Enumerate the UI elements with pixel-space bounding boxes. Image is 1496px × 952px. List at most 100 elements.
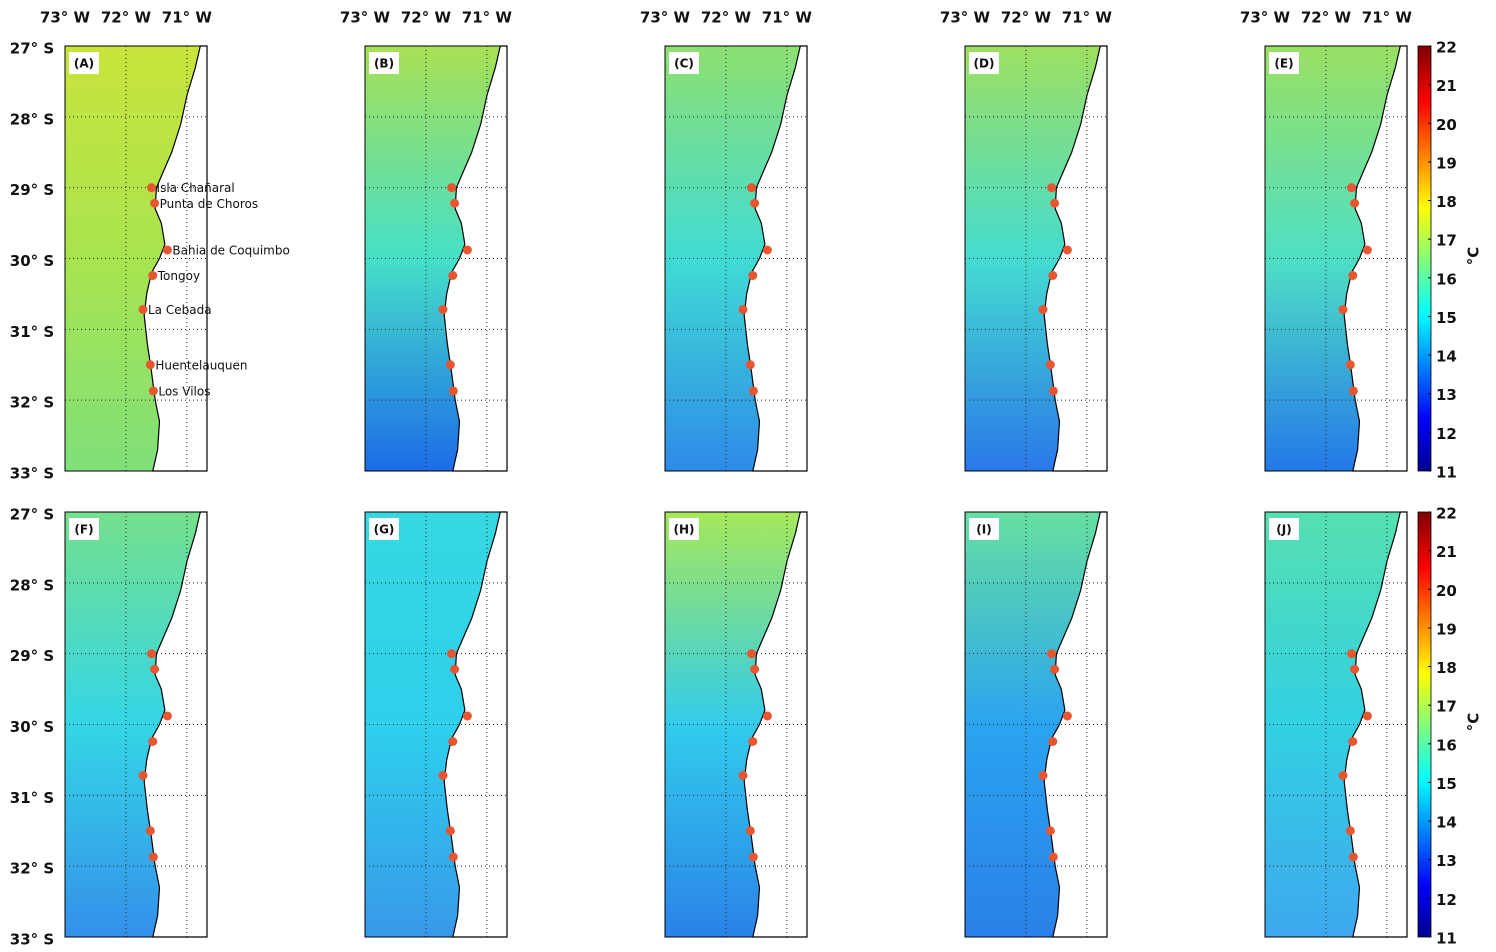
lon-tick-label: 73° W xyxy=(1240,9,1291,27)
panel-label: (J) xyxy=(1276,523,1291,537)
panel-label: (I) xyxy=(976,523,991,537)
site-marker xyxy=(1350,664,1360,674)
map-frame xyxy=(364,45,508,472)
site-marker xyxy=(147,183,157,193)
lat-tick-label: 28° S xyxy=(10,576,54,594)
site-marker xyxy=(1048,386,1058,396)
site-marker xyxy=(747,183,757,193)
site-marker xyxy=(138,305,148,314)
site-marker xyxy=(148,852,158,862)
lat-tick-label: 27° S xyxy=(10,506,54,524)
colorbar-tick-label: 16 xyxy=(1436,270,1457,288)
site-name: Huentelauquen xyxy=(155,358,247,372)
site-marker xyxy=(1347,649,1357,659)
colorbar-tick-label: 14 xyxy=(1436,348,1457,366)
lon-tick-label: 73° W xyxy=(340,9,391,27)
lon-tick-label: 73° W xyxy=(640,9,691,27)
colorbar-tick-label: 15 xyxy=(1436,309,1457,327)
site-marker xyxy=(750,664,760,674)
colorbar-unit: °C xyxy=(1465,713,1483,732)
site-marker xyxy=(1348,271,1358,280)
colorbar-tick-label: 11 xyxy=(1436,930,1457,948)
site-marker xyxy=(1048,271,1058,280)
map-frame xyxy=(964,511,1108,938)
site-marker xyxy=(738,771,748,780)
colorbar-tick-label: 15 xyxy=(1436,775,1457,793)
site-name: Los Vilos xyxy=(158,384,210,398)
colorbar-tick-label: 21 xyxy=(1436,77,1457,95)
panel-label-box xyxy=(1269,52,1299,74)
colorbar-tick-label: 17 xyxy=(1436,232,1457,250)
lon-tick-label: 73° W xyxy=(940,9,991,27)
map-frame xyxy=(1264,45,1408,472)
site-marker xyxy=(462,711,472,721)
lat-tick-label: 27° S xyxy=(10,40,54,58)
panel-label: (G) xyxy=(374,523,395,537)
lat-tick-label: 30° S xyxy=(10,252,54,270)
colorbar xyxy=(1417,511,1432,938)
site-marker xyxy=(438,771,448,780)
site-marker xyxy=(1345,826,1355,836)
site-marker xyxy=(1048,852,1058,862)
colorbar xyxy=(1417,45,1432,472)
panel-label: (F) xyxy=(74,523,93,537)
site-marker xyxy=(1350,198,1360,208)
site-marker xyxy=(745,826,755,836)
panel-label-box xyxy=(969,52,999,74)
site-name: La Cebada xyxy=(148,303,212,317)
site-marker xyxy=(162,711,172,721)
site-marker xyxy=(1347,183,1357,193)
site-marker xyxy=(438,305,448,314)
lon-tick-label: 73° W xyxy=(40,9,91,27)
site-name: Punta de Choros xyxy=(160,197,259,211)
site-marker xyxy=(148,737,158,746)
panel-label-box xyxy=(1269,518,1299,540)
panel-label: (C) xyxy=(674,57,694,71)
colorbar-tick-label: 16 xyxy=(1436,736,1457,754)
site-marker xyxy=(1348,737,1358,746)
colorbar-tick-label: 14 xyxy=(1436,814,1457,832)
panel-label: (B) xyxy=(374,57,394,71)
site-marker xyxy=(445,360,455,370)
site-marker xyxy=(748,852,758,862)
lon-tick-label: 71° W xyxy=(1062,9,1113,27)
site-marker xyxy=(445,826,455,836)
site-marker xyxy=(747,649,757,659)
lon-tick-label: 71° W xyxy=(462,9,513,27)
map-frame xyxy=(664,45,808,472)
site-marker xyxy=(138,771,148,780)
site-marker xyxy=(1045,826,1055,836)
site-marker xyxy=(450,198,460,208)
panel-label: (D) xyxy=(974,57,995,71)
site-marker xyxy=(1345,360,1355,370)
colorbar-tick-label: 22 xyxy=(1436,505,1457,523)
site-marker xyxy=(448,271,458,280)
lon-tick-label: 71° W xyxy=(1362,9,1413,27)
site-marker xyxy=(1362,245,1372,255)
site-marker xyxy=(1038,305,1048,314)
panel-label: (E) xyxy=(1274,57,1293,71)
site-marker xyxy=(448,852,458,862)
lat-tick-label: 33° S xyxy=(10,465,54,483)
colorbar-tick-label: 17 xyxy=(1436,698,1457,716)
colorbar-tick-label: 12 xyxy=(1436,891,1457,909)
site-marker xyxy=(748,271,758,280)
site-marker xyxy=(447,649,457,659)
panel-label: (A) xyxy=(74,57,94,71)
colorbar-tick-label: 20 xyxy=(1436,582,1457,600)
site-marker xyxy=(1348,852,1358,862)
site-marker xyxy=(748,737,758,746)
lon-tick-label: 71° W xyxy=(762,9,813,27)
site-name: Isla Chañaral xyxy=(157,181,235,195)
site-name: Bahia de Coquimbo xyxy=(172,244,289,258)
site-marker xyxy=(148,271,158,280)
colorbar-tick-label: 19 xyxy=(1436,620,1457,638)
lat-tick-label: 29° S xyxy=(10,181,54,199)
site-marker xyxy=(162,245,172,255)
site-marker xyxy=(1050,664,1060,674)
panel-label-box xyxy=(369,518,399,540)
map-frame xyxy=(364,511,508,938)
site-marker xyxy=(1062,245,1072,255)
site-marker xyxy=(145,360,155,370)
